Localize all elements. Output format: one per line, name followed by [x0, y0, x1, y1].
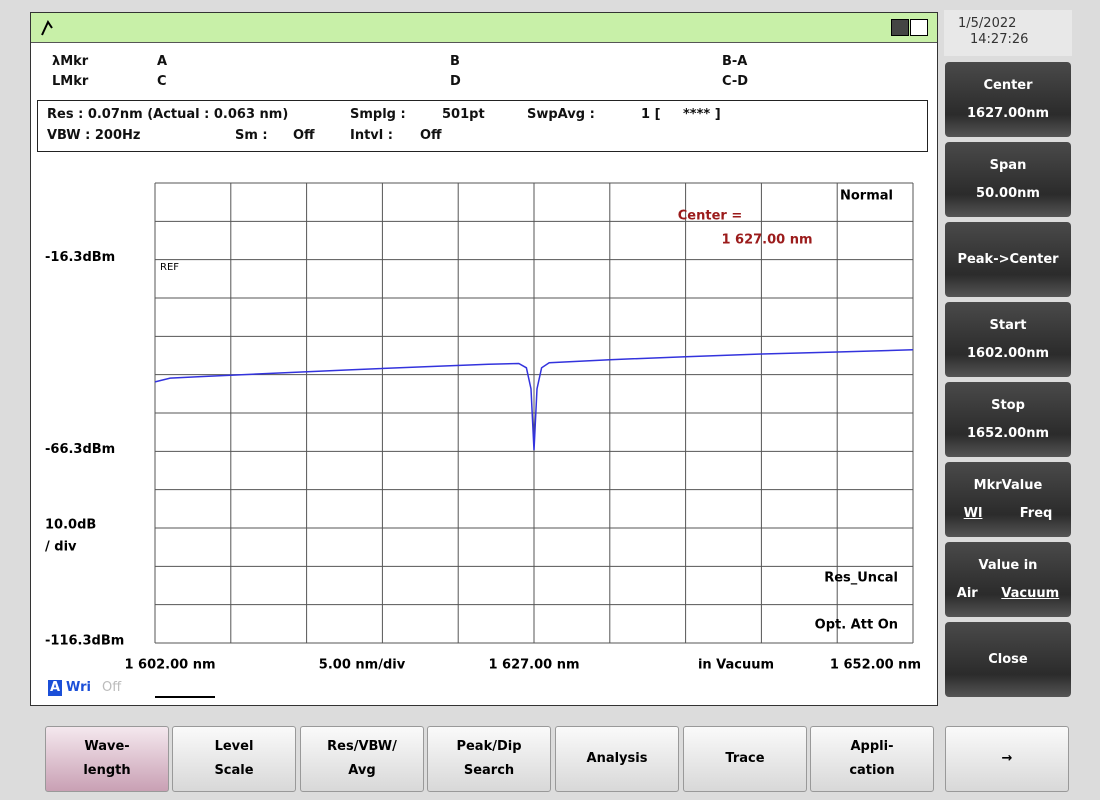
setting-label: Smplg : [350, 107, 406, 122]
date: 1/5/2022 [958, 16, 1017, 31]
center-value: 1 627.00 nm [721, 233, 812, 248]
softkey-options: Wl Freq [945, 500, 1071, 528]
marker: B-A [722, 54, 748, 69]
clock: 1/5/2022 14:27:26 [944, 10, 1072, 56]
trace-line [154, 349, 914, 451]
setting: 501pt [442, 107, 485, 122]
function-key-label: Level [214, 739, 254, 754]
function-key-label: length [83, 763, 131, 778]
function-key-label: Res/VBW/ [327, 739, 397, 754]
function-key-label: Peak/Dip [456, 739, 522, 754]
setting: Off [420, 128, 442, 143]
setting-label: SwpAvg : [527, 107, 595, 122]
softkey-option[interactable]: Freq [1019, 506, 1053, 521]
x-tick-label: 1 652.00 nm [830, 658, 921, 673]
function-key-label: Scale [214, 763, 254, 778]
softkey-value: 1627.00nm [966, 106, 1049, 121]
time: 14:27:26 [970, 32, 1029, 47]
maximize-button[interactable] [910, 19, 928, 36]
setting: Off [293, 128, 315, 143]
marker: D [450, 74, 461, 89]
function-key-label: → [1001, 751, 1013, 766]
softkey[interactable]: Peak->Center [945, 222, 1071, 297]
softkey-option[interactable]: Wl [963, 506, 983, 521]
function-key-label: Avg [348, 763, 376, 778]
softkey-label: Start [989, 318, 1027, 333]
function-key-label: Analysis [586, 751, 648, 766]
x-medium-label: in Vacuum [698, 658, 774, 673]
function-key[interactable]: Res/VBW/Avg [300, 726, 424, 792]
y-scale-label: 10.0dB [45, 518, 96, 533]
setting: 1 [ [641, 107, 661, 122]
softkey-option[interactable]: Air [956, 586, 978, 601]
softkey-label: Peak->Center [957, 252, 1059, 267]
marker: C [157, 74, 167, 89]
settings-box [37, 100, 928, 152]
title-bar [31, 13, 937, 43]
app-icon [41, 19, 53, 36]
main-window [30, 12, 938, 706]
softkey-value: 1652.00nm [966, 426, 1049, 441]
x-tick-label: 1 602.00 nm [124, 658, 215, 673]
softkey-label: Value in [978, 558, 1038, 573]
center-label: Center = [678, 209, 742, 224]
mode-label: Normal [840, 189, 893, 204]
softkey[interactable]: Stop 1652.00nm [945, 382, 1071, 457]
softkey-options: Air Vacuum [945, 580, 1071, 608]
softkey-label: Close [988, 652, 1028, 667]
softkey[interactable]: MkrValue Wl Freq [945, 462, 1071, 537]
setting-label: Intvl : [350, 128, 393, 143]
function-key-label: Wave- [84, 739, 130, 754]
softkey-label: MkrValue [973, 478, 1043, 493]
y-tick-label: -16.3dBm [45, 250, 115, 265]
function-key-label: Search [463, 763, 515, 778]
trace-indicator: A [48, 680, 63, 696]
status-label: Opt. Att On [815, 618, 898, 633]
y-tick-label: -116.3dBm [45, 634, 124, 649]
function-key[interactable]: Analysis [555, 726, 679, 792]
y-scale-label: / div [45, 540, 77, 555]
status-label: Res_Uncal [824, 571, 898, 586]
setting: VBW : 200Hz [47, 128, 141, 143]
marker: A [157, 54, 168, 69]
function-key[interactable]: Peak/Dip Search [427, 726, 551, 792]
function-key-label: cation [849, 763, 895, 778]
setting: **** ] [683, 107, 721, 122]
softkey[interactable]: Close [945, 622, 1071, 697]
setting: Res : 0.07nm (Actual : 0.063 nm) [47, 107, 289, 122]
minimize-button[interactable] [891, 19, 909, 36]
marker: B [450, 54, 460, 69]
underline [155, 696, 215, 698]
function-key[interactable]: Appli-cation [810, 726, 934, 792]
function-key[interactable]: → [945, 726, 1069, 792]
ref-label: REF [160, 262, 179, 273]
x-scale-label: 5.00 nm/div [319, 658, 406, 673]
trace-state: Off [102, 680, 122, 695]
softkey-option[interactable]: Vacuum [1001, 586, 1060, 601]
function-key-label: Trace [725, 751, 765, 766]
softkey-value: 1602.00nm [966, 346, 1049, 361]
marker-label: λMkr [52, 54, 89, 69]
softkey[interactable]: Span 50.00nm [945, 142, 1071, 217]
y-tick-label: -66.3dBm [45, 442, 115, 457]
setting-label: Sm : [235, 128, 268, 143]
function-key[interactable]: Level Scale [172, 726, 296, 792]
softkey-label: Stop [991, 398, 1025, 413]
marker: C-D [722, 74, 749, 89]
function-key[interactable]: Trace [683, 726, 807, 792]
marker-label: LMkr [52, 74, 89, 89]
softkey[interactable]: Value in Air Vacuum [945, 542, 1071, 617]
trace-mode: Wri [66, 680, 91, 695]
function-key[interactable]: Wave-length [45, 726, 169, 792]
softkey[interactable]: Start 1602.00nm [945, 302, 1071, 377]
softkey[interactable]: Center 1627.00nm [945, 62, 1071, 137]
softkey-label: Center [983, 78, 1033, 93]
function-key-label: Appli- [850, 739, 894, 754]
x-tick-label: 1 627.00 nm [488, 658, 579, 673]
softkey-label: Span [989, 158, 1027, 173]
softkey-value: 50.00nm [976, 186, 1040, 201]
